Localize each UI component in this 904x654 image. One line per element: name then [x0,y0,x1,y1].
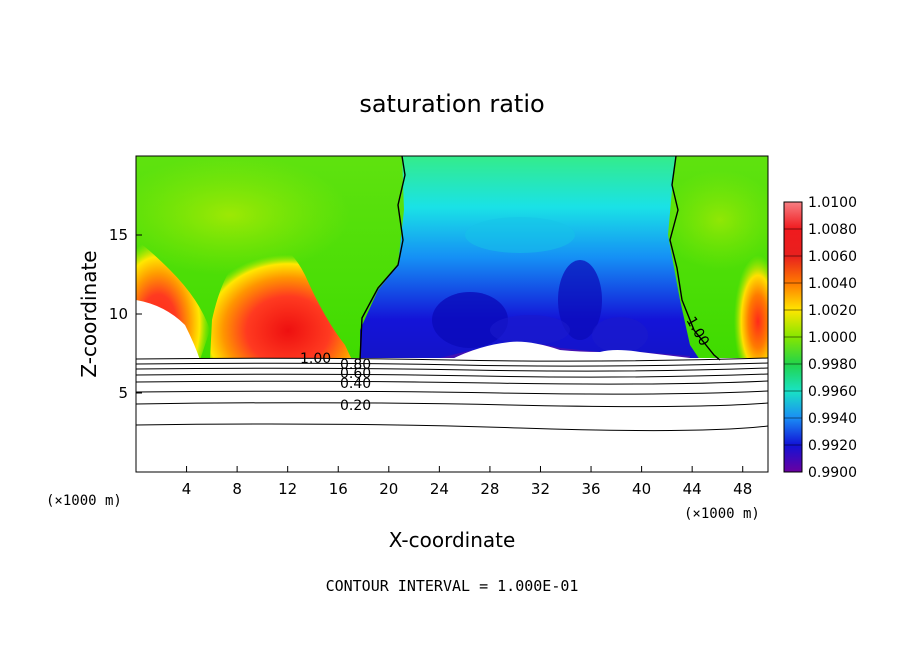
colorbar-level-label: 1.0060 [808,249,857,265]
y-tick-label: 15 [109,226,128,244]
heatmap-field [136,156,768,472]
colorbar-level-label: 1.0100 [808,195,857,211]
x-tick-label: 8 [232,480,242,498]
colorbar-level-label: 0.9940 [808,411,857,427]
y-axis-title: Z-coordinate [77,250,101,377]
y-axis-ticks: 5 10 15 [109,226,142,402]
x-tick-label: 32 [531,480,550,498]
colorbar-ticks: 1.0100 1.0080 1.0060 1.0040 1.0020 1.0000 0.99… [784,195,857,481]
contour-interval-note: CONTOUR INTERVAL = 1.000E-01 [326,577,579,595]
x-tick-label: 48 [733,480,752,498]
colorbar-level-label: 1.0020 [808,303,857,319]
colorbar-level-label: 0.9980 [808,357,857,373]
y-tick-label: 10 [109,305,128,323]
contour-label-0-80: 0.80 [340,357,371,373]
contour-label-0-20: 0.20 [340,398,371,414]
x-axis-title: X-coordinate [389,528,516,552]
x-tick-label: 24 [430,480,449,498]
x-tick-label: 12 [278,480,297,498]
chart-title: saturation ratio [359,90,544,118]
colorbar-level-label: 1.0080 [808,222,857,238]
colorbar: 1.0100 1.0080 1.0060 1.0040 1.0020 1.0000 0.99… [783,195,857,481]
colorbar-level-label: 0.9900 [808,465,857,481]
contour-label-0-40: 0.40 [340,376,371,392]
x-tick-label: 44 [683,480,702,498]
y-tick-label: 5 [118,384,128,402]
colorbar-level-label: 0.9960 [808,384,857,400]
x-tick-label: 16 [329,480,348,498]
x-tick-label: 20 [379,480,398,498]
x-tick-label: 28 [480,480,499,498]
x-tick-label: 4 [182,480,192,498]
colorbar-level-label: 1.0000 [808,330,857,346]
x-tick-label: 40 [632,480,651,498]
x-axis-ticks: 4 8 12 16 20 24 28 32 36 40 44 48 [182,466,752,498]
x-tick-label: 36 [581,480,600,498]
contour-label-1-00: 1.00 [300,351,331,367]
x-unit-left: (×1000 m) [46,493,122,509]
x-unit-right: (×1000 m) [684,506,760,522]
colorbar-level-label: 1.0040 [808,276,857,292]
contour-label-0-60: 0.60 [340,366,371,382]
colorbar-level-label: 0.9920 [808,438,857,454]
